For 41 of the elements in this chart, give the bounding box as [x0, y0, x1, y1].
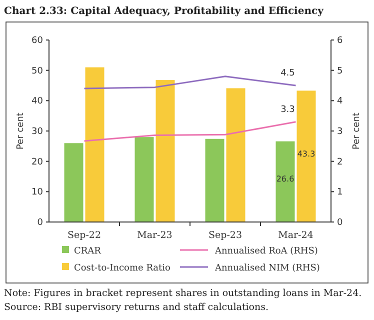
x-tick-label: Sep-23 — [208, 230, 242, 241]
y2-axis-title: Per cent — [352, 112, 362, 150]
y2-tick-label: 5 — [337, 66, 343, 76]
y-tick-label: 40 — [32, 96, 44, 107]
y2-tick-label: 2 — [337, 157, 343, 168]
y-tick-label: 60 — [32, 36, 44, 46]
data-label: 4.5 — [280, 68, 295, 78]
x-tick-label: Sep-22 — [67, 230, 102, 241]
y-axis-title: Per cent — [16, 112, 26, 150]
source-note: Source: RBI supervisory returns and staff calculations. — [4, 302, 269, 313]
bar — [134, 137, 154, 222]
x-tick-label: Mar-24 — [278, 230, 314, 241]
bar — [64, 143, 84, 222]
bar — [85, 67, 104, 222]
legend-label: CRAR — [74, 246, 102, 256]
line-series — [84, 121, 296, 142]
data-label: 26.6 — [276, 174, 294, 184]
y-tick-label: 30 — [32, 127, 44, 137]
data-label: 43.3 — [297, 149, 316, 158]
y-tick-label: 50 — [32, 66, 44, 76]
bar — [276, 141, 295, 222]
x-tick-label: Mar-23 — [137, 230, 172, 241]
y2-tick-label: 3 — [337, 127, 343, 137]
legend-label: Annualised RoA (RHS) — [214, 246, 318, 256]
legend-label: Cost-to-Income Ratio — [74, 264, 170, 274]
chart-title: Chart 2.33: Capital Adequacy, Profitability and Efficiency — [4, 6, 325, 17]
line-series — [84, 76, 296, 90]
bar — [205, 138, 224, 222]
text: Note: Figures in bracket represent shares in outstanding loans in Mar-24. — [4, 288, 362, 299]
data-label: 3.3 — [280, 104, 295, 115]
bar — [226, 88, 246, 222]
y2-tick-label: 6 — [337, 36, 343, 46]
bar — [156, 80, 175, 222]
y2-tick-label: 0 — [337, 218, 343, 228]
y2-tick-label: 1 — [337, 188, 343, 198]
legend-label: Annualised NIM (RHS) — [214, 264, 320, 274]
y2-tick-label: 4 — [337, 96, 343, 107]
y-tick-label: 0 — [37, 218, 44, 228]
y-tick-label: 20 — [32, 157, 44, 168]
y-tick-label: 10 — [32, 188, 44, 198]
bar — [296, 90, 316, 222]
